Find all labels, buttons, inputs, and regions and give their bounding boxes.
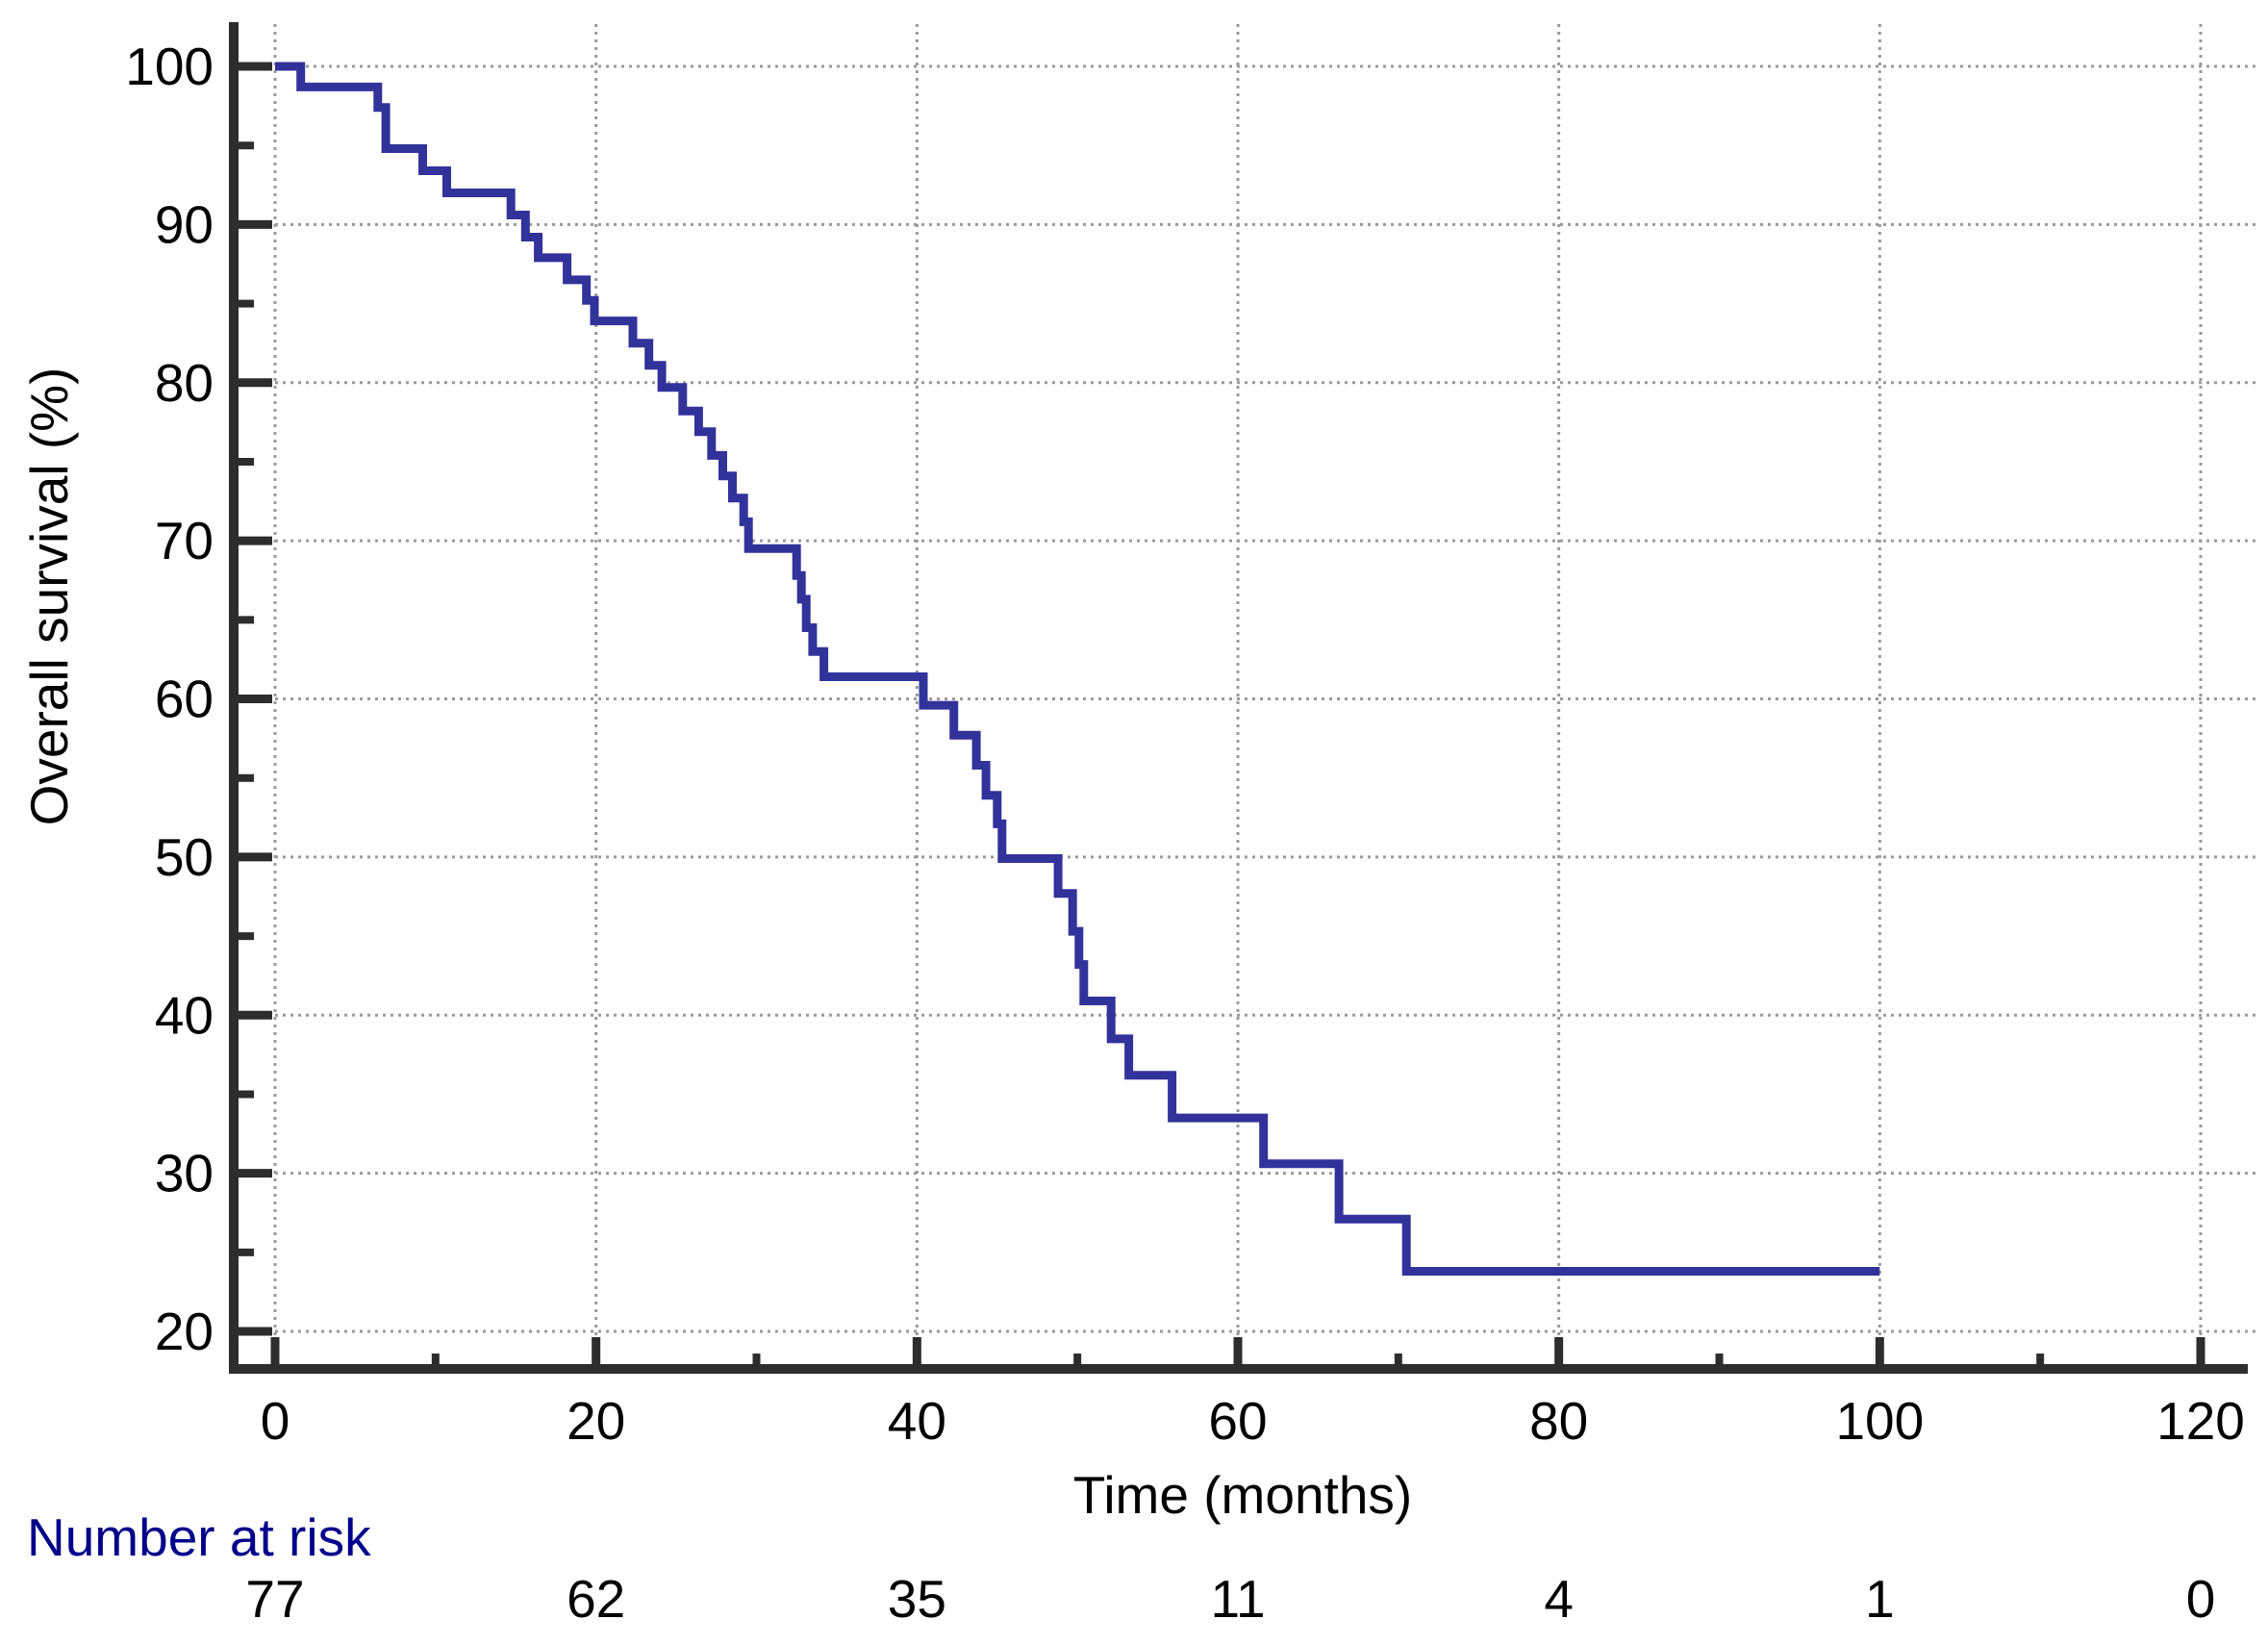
gridlines [273,24,2260,1369]
x-tick-label: 60 [1208,1391,1267,1451]
x-tick-label: 20 [567,1391,625,1451]
x-tick-labels: 0 20 40 60 80 100 120 [261,1391,2245,1451]
y-tick-label: 50 [155,827,214,887]
y-tick-label: 30 [155,1144,214,1203]
risk-count: 35 [888,1569,946,1629]
risk-count: 0 [2186,1569,2216,1629]
y-tick-label: 20 [155,1302,214,1361]
y-tick-label: 40 [155,985,214,1045]
risk-count: 11 [1210,1569,1265,1629]
risk-count: 77 [245,1569,304,1629]
risk-count: 4 [1544,1569,1574,1629]
y-tick-label: 70 [155,511,214,570]
survival-curve [275,62,1880,1276]
y-tick-label: 80 [155,353,214,413]
x-tick-label: 100 [1835,1391,1924,1451]
x-axis-title: Time (months) [1073,1465,1412,1525]
y-axis-title: Overall survival (%) [19,367,79,826]
y-tick-label: 90 [155,194,214,254]
y-tick-labels: 100 90 80 70 60 50 40 30 20 [125,37,214,1361]
risk-table-title: Number at risk [27,1507,371,1567]
x-tick-label: 80 [1529,1391,1588,1451]
axes [229,22,2248,1374]
axis-ticks [234,62,2205,1369]
x-tick-label: 40 [888,1391,946,1451]
axis-lines [229,22,2248,1374]
risk-table-values: 77 62 35 11 4 1 0 [245,1569,2215,1629]
risk-count: 62 [567,1569,625,1629]
y-tick-label: 100 [125,37,214,96]
x-tick-label: 0 [261,1391,290,1451]
x-tick-label: 120 [2156,1391,2245,1451]
y-tick-label: 60 [155,670,214,729]
risk-count: 1 [1865,1569,1895,1629]
